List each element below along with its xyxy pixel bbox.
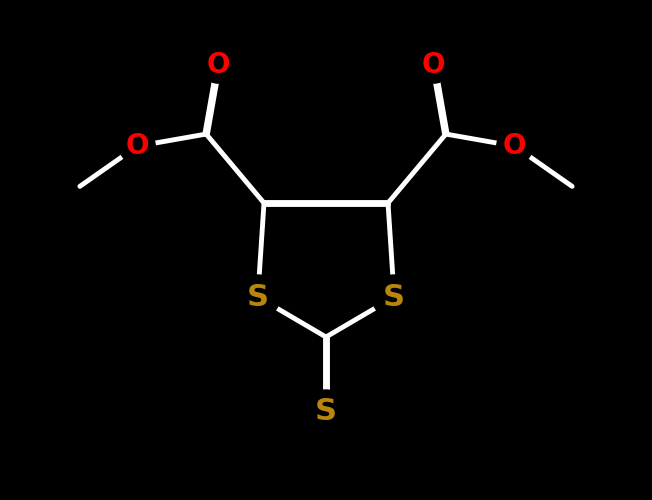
- Circle shape: [416, 47, 452, 83]
- Circle shape: [372, 275, 416, 319]
- Text: O: O: [422, 51, 445, 79]
- Text: O: O: [125, 132, 149, 160]
- Text: S: S: [247, 282, 269, 312]
- Circle shape: [497, 128, 533, 164]
- Circle shape: [200, 47, 236, 83]
- Circle shape: [119, 128, 155, 164]
- Text: S: S: [315, 398, 337, 426]
- Text: S: S: [383, 282, 405, 312]
- Text: O: O: [207, 51, 230, 79]
- Circle shape: [236, 275, 280, 319]
- Circle shape: [304, 390, 348, 434]
- Text: O: O: [503, 132, 527, 160]
